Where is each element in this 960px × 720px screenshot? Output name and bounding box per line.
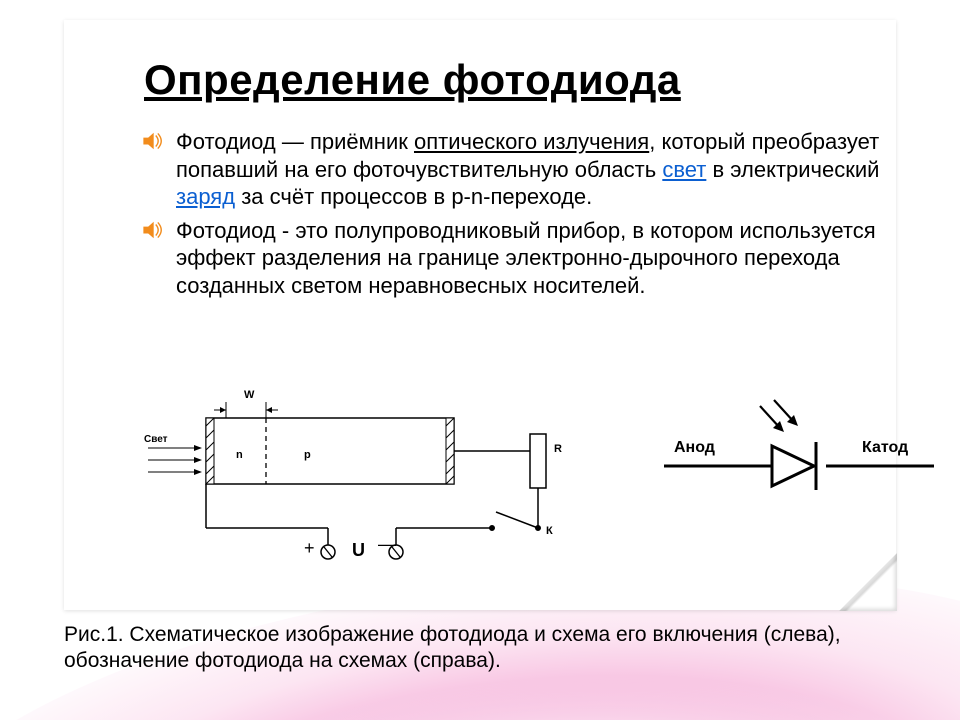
speaker-icon bbox=[142, 217, 176, 300]
slide-title: Определение фотодиода bbox=[144, 56, 681, 104]
bullet-2: Фотодиод - это полупроводниковый прибор,… bbox=[142, 217, 942, 300]
link-charge[interactable]: заряд bbox=[176, 184, 235, 209]
label-p: p bbox=[304, 449, 311, 461]
label-minus: — bbox=[378, 534, 396, 554]
label-anode: Анод bbox=[674, 439, 715, 456]
label-u: U bbox=[352, 540, 365, 560]
bullet-2-text: Фотодиод - это полупроводниковый прибор,… bbox=[176, 217, 942, 300]
diagram-right: Анод Катод bbox=[664, 400, 934, 490]
label-plus: + bbox=[304, 538, 315, 558]
figure-caption: Рис.1. Схематическое изображение фотодио… bbox=[64, 622, 896, 675]
bullet-1-text: Фотодиод — приёмник оптического излучени… bbox=[176, 128, 942, 211]
label-n: n bbox=[236, 449, 243, 461]
title-text: Определение фотодиода bbox=[144, 56, 681, 103]
label-r: R bbox=[554, 443, 562, 455]
diagram-left: W bbox=[144, 389, 562, 560]
slide-sheet: Определение фотодиода Фотодиод — приёмни… bbox=[64, 20, 896, 610]
diagram-area: W bbox=[144, 388, 944, 598]
bullet-list: Фотодиод — приёмник оптического излучени… bbox=[142, 128, 942, 305]
underline-optical: оптического излучения bbox=[414, 129, 649, 154]
speaker-icon bbox=[142, 128, 176, 211]
label-cathode: Катод bbox=[862, 439, 908, 456]
bullet-1: Фотодиод — приёмник оптического излучени… bbox=[142, 128, 942, 211]
link-light[interactable]: свет bbox=[662, 157, 706, 182]
label-light: Свет bbox=[144, 434, 168, 445]
label-w: W bbox=[244, 389, 255, 401]
label-k: К bbox=[546, 525, 553, 537]
